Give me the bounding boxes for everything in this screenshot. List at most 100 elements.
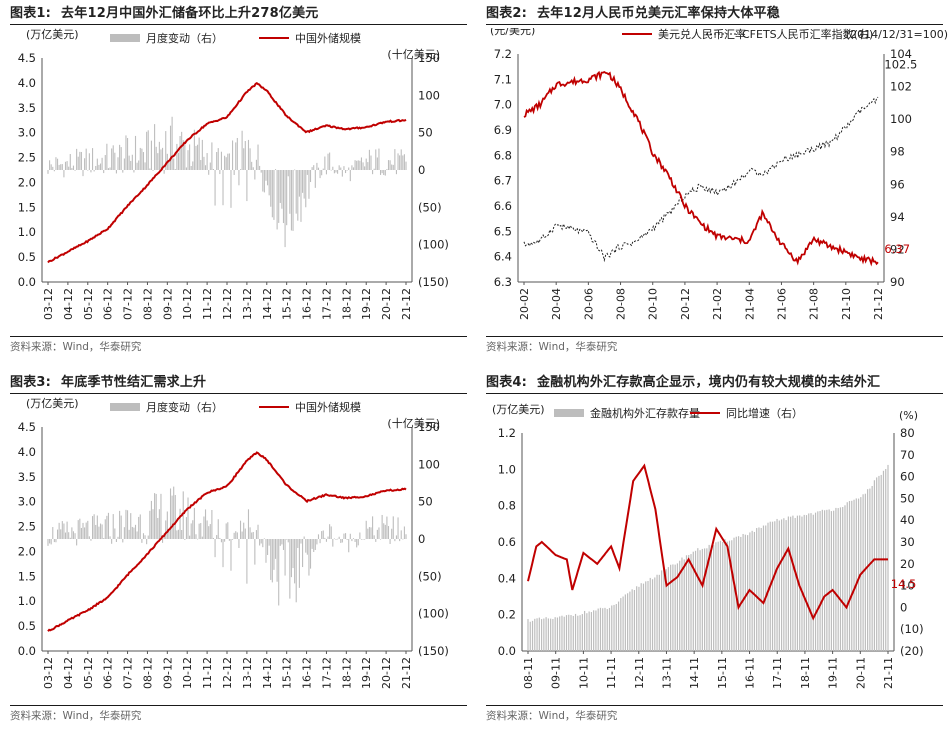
bar-fx-deposit: [674, 564, 676, 651]
x-tick-label: 18-12: [340, 657, 353, 689]
bar-fx-deposit: [654, 577, 656, 651]
legend-label: 同比增速（右）: [726, 406, 803, 420]
bar-monthly-change: [373, 168, 375, 170]
bar-monthly-change: [262, 170, 264, 192]
bar-fx-deposit: [692, 551, 694, 651]
bar-monthly-change: [322, 168, 324, 170]
bar-monthly-change: [187, 150, 189, 170]
right-tick-label: (100): [418, 238, 449, 252]
bar-monthly-change: [311, 167, 313, 170]
bar-fx-deposit: [801, 516, 803, 651]
bar-monthly-change: [166, 511, 168, 539]
right-tick-label: 50: [418, 126, 433, 140]
bar-monthly-change: [337, 170, 339, 174]
bar-fx-deposit: [715, 542, 717, 651]
bar-monthly-change: [360, 157, 362, 170]
bar-monthly-change: [268, 539, 270, 546]
bar-monthly-change: [189, 144, 191, 170]
bar-monthly-change: [87, 170, 89, 171]
right-tick-label: 100: [418, 88, 440, 102]
bar-monthly-change: [236, 532, 238, 539]
left-tick-label: 2.5: [18, 520, 36, 534]
x-tick-label: 08-12: [141, 288, 154, 320]
bar-monthly-change: [375, 149, 377, 170]
bar-monthly-change: [344, 533, 347, 539]
left-tick-label: 0.0: [18, 644, 36, 658]
bar-fx-deposit: [699, 550, 701, 651]
bar-monthly-change: [278, 539, 280, 606]
bar-fx-deposit: [656, 574, 658, 651]
bar-fx-deposit: [538, 617, 540, 651]
bar-monthly-change: [357, 539, 359, 546]
bar-monthly-change: [98, 526, 100, 539]
bar-monthly-change: [265, 539, 267, 563]
bar-monthly-change: [103, 538, 105, 539]
bar-monthly-change: [77, 156, 79, 170]
bar-monthly-change: [79, 151, 81, 170]
bar-monthly-change: [337, 538, 339, 540]
bar-monthly-change: [88, 153, 90, 170]
bar-monthly-change: [281, 170, 283, 209]
bar-monthly-change: [111, 539, 113, 544]
bar-fx-deposit: [846, 502, 848, 651]
bar-monthly-change: [61, 521, 63, 539]
bar-monthly-change: [56, 529, 59, 539]
bar-monthly-change: [63, 170, 65, 178]
annotation-yoy-latest: 14.5: [891, 577, 917, 591]
bar-monthly-change: [359, 532, 361, 539]
bar-monthly-change: [47, 539, 49, 546]
left-tick-label: 0.0: [498, 644, 516, 658]
bar-fx-deposit: [679, 560, 681, 651]
bar-monthly-change: [313, 539, 315, 552]
bar-fx-deposit: [844, 505, 846, 651]
bar-monthly-change: [391, 528, 393, 539]
bar-fx-deposit: [561, 615, 563, 651]
bar-monthly-change: [203, 156, 205, 170]
bar-fx-deposit: [742, 533, 744, 651]
left-tick-label: 0.8: [498, 499, 516, 513]
bar-fx-deposit: [617, 601, 620, 651]
chart-number: 图表4:: [486, 375, 528, 390]
bar-fx-deposit: [602, 608, 604, 651]
bar-fx-deposit: [882, 470, 885, 651]
bar-monthly-change: [405, 534, 407, 539]
bar-monthly-change: [351, 165, 353, 170]
bar-monthly-change: [122, 170, 124, 173]
bar-fx-deposit: [577, 615, 579, 651]
bar-monthly-change: [263, 538, 265, 540]
bar-monthly-change: [95, 165, 97, 170]
bar-monthly-change: [386, 169, 388, 170]
x-tick-label: 06-12: [102, 288, 115, 320]
bar-fx-deposit: [584, 610, 586, 651]
bar-monthly-change: [198, 137, 200, 170]
bar-monthly-change: [112, 514, 114, 539]
bar-monthly-change: [376, 157, 378, 170]
bar-monthly-change: [107, 168, 110, 170]
bar-monthly-change: [136, 162, 138, 170]
bar-monthly-change: [220, 539, 222, 543]
bar-fx-deposit: [651, 579, 654, 651]
bar-fx-deposit: [627, 593, 629, 651]
bar-fx-deposit: [833, 510, 835, 651]
bar-fx-deposit: [527, 619, 529, 651]
x-tick-label: 20-08: [615, 288, 628, 320]
bar-monthly-change: [395, 170, 398, 175]
chart-panel-4: 图表4: 金融机构外汇存款高企显示，境内仍有较大规模的未结外汇 (万亿美元) (%)…: [476, 369, 951, 737]
line-usdcny-rate: [523, 70, 879, 267]
bar-monthly-change: [378, 527, 380, 539]
bar-monthly-change: [286, 539, 288, 540]
bar-monthly-change: [114, 528, 116, 539]
bar-monthly-change: [149, 168, 151, 170]
bar-monthly-change: [212, 537, 215, 539]
bar-monthly-change: [163, 170, 165, 174]
x-tick-label: 15-12: [281, 657, 294, 689]
bar-monthly-change: [273, 539, 275, 570]
bar-fx-deposit: [760, 527, 762, 651]
bar-monthly-change: [289, 539, 291, 599]
bar-monthly-change: [189, 535, 191, 539]
right-tick-label: (100): [418, 607, 449, 621]
bar-monthly-change: [329, 152, 331, 170]
bar-fx-deposit: [812, 514, 814, 651]
bar-monthly-change: [122, 539, 124, 543]
chart-title-text: 去年12月中国外汇储备环比上升278亿美元: [61, 6, 319, 21]
